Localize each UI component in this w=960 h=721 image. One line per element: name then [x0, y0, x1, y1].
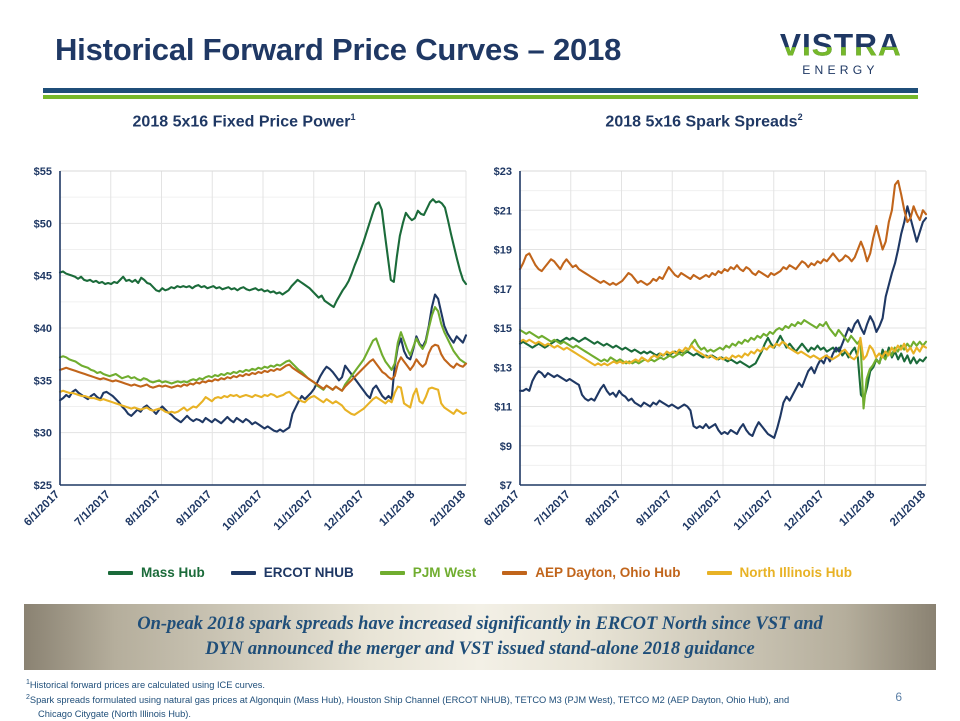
footnote-2-continued: Chicago Citygate (North Illinois Hub). [38, 708, 191, 719]
x-axis-tick-label: 12/1/2017 [782, 489, 827, 534]
divider-gap [43, 93, 918, 95]
chart-series-line [58, 344, 468, 393]
chart-series-line [518, 180, 928, 287]
legend-swatch-icon [107, 570, 133, 575]
x-axis-tick-label: 6/1/2017 [482, 489, 522, 529]
x-axis-tick-label: 8/1/2017 [123, 489, 163, 529]
svg-text:ENERGY: ENERGY [802, 63, 878, 77]
y-axis-tick-label: $23 [494, 166, 512, 178]
divider-green-bar [43, 95, 918, 99]
legend-swatch-icon [706, 570, 732, 575]
footnote-2: 2Spark spreads formulated using natural … [26, 693, 856, 708]
x-axis-tick-label: 10/1/2017 [220, 489, 265, 534]
footnotes: 1Historical forward prices are calculate… [26, 678, 856, 721]
chart-title-text: 2018 5x16 Spark Spreads [605, 113, 798, 131]
x-axis-tick-label: 7/1/2017 [533, 489, 573, 529]
x-axis-tick-label: 9/1/2017 [174, 489, 214, 529]
legend-item[interactable]: Mass Hub [107, 565, 205, 580]
callout-banner: On-peak 2018 spark spreads have increase… [24, 604, 936, 670]
callout-line-1: On-peak 2018 spark spreads have increase… [137, 614, 823, 635]
callout-text: On-peak 2018 spark spreads have increase… [111, 612, 849, 662]
legend-item[interactable]: North Illinois Hub [706, 565, 853, 580]
footnote-1-marker: 1 [26, 679, 30, 686]
chart-fixed-price-power: 2018 5x16 Fixed Price Power1 $25 $30 $35 $4… [14, 112, 474, 557]
y-axis-tick-label: $15 [494, 323, 512, 335]
legend-item[interactable]: AEP Dayton, Ohio Hub [502, 565, 681, 580]
y-axis-tick-label: $50 [34, 219, 52, 231]
y-axis-tick-label: $21 [494, 206, 512, 218]
footnote-1: 1Historical forward prices are calculate… [26, 678, 856, 693]
x-axis-tick-label: 1/1/2018 [837, 489, 878, 530]
y-axis-tick-label: $11 [494, 402, 512, 414]
chart-series-line [58, 306, 468, 393]
y-axis-tick-label: $45 [34, 271, 52, 283]
legend-label: AEP Dayton, Ohio Hub [535, 565, 681, 580]
y-axis-tick-label: $25 [34, 480, 52, 492]
legend-item[interactable]: ERCOT NHUB [230, 565, 354, 580]
svg-text:VISTRA: VISTRA [780, 27, 902, 63]
y-axis-tick-label: $19 [494, 245, 512, 257]
legend-label: PJM West [412, 565, 477, 580]
legend-label: ERCOT NHUB [263, 565, 354, 580]
page-number: 6 [895, 690, 902, 704]
chart-title-fixed-price-power: 2018 5x16 Fixed Price Power1 [14, 112, 474, 131]
y-axis-tick-label: $55 [34, 166, 52, 178]
page-title: Historical Forward Price Curves – 2018 [55, 32, 622, 67]
vistra-logo: VISTRA VISTRA ENERGY [778, 18, 918, 80]
legend-label: North Illinois Hub [739, 565, 853, 580]
chart-series-line [518, 337, 928, 367]
chart-title-spark-spreads: 2018 5x16 Spark Spreads2 [474, 112, 934, 131]
x-axis-tick-label: 1/1/2018 [377, 489, 418, 530]
footnote-1-text: Historical forward prices are calculated… [29, 680, 266, 691]
x-axis-tick-label: 10/1/2017 [680, 489, 725, 534]
x-axis-tick-label: 11/1/2017 [272, 489, 316, 533]
svg-text:VISTRA: VISTRA [780, 27, 902, 63]
y-axis-tick-label: $40 [34, 323, 52, 335]
x-axis-tick-label: 7/1/2017 [73, 489, 113, 529]
chart-title-superscript: 1 [350, 112, 356, 122]
header-divider [43, 88, 918, 99]
callout-line-2: DYN announced the merger and VST issued … [205, 639, 755, 659]
chart-series-line [58, 198, 468, 309]
x-axis-tick-label: 8/1/2017 [583, 489, 623, 529]
x-axis-tick-label: 2/1/2018 [888, 489, 929, 530]
chart-legend: Mass Hub ERCOT NHUB PJM West AEP Dayton, Oh… [0, 565, 960, 580]
y-axis-tick-label: $17 [494, 284, 512, 296]
legend-label: Mass Hub [140, 565, 205, 580]
footnote-2-text: Spark spreads formulated using natural g… [29, 694, 790, 705]
x-axis-tick-label: 9/1/2017 [634, 489, 674, 529]
legend-swatch-icon [502, 570, 528, 575]
chart-series-line [518, 205, 928, 440]
chart-series-line [518, 319, 928, 410]
divider-navy-bar [43, 88, 918, 93]
legend-swatch-icon [379, 570, 405, 575]
chart-canvas-fixed-price-power: $25 $30 $35 $40 $45 $50 $55 6/1/2017 7/1/2017 8/1… [22, 166, 469, 534]
footnote-2-marker: 2 [26, 693, 30, 701]
x-axis-tick-label: 12/1/2017 [322, 489, 367, 534]
y-axis-tick-label: $13 [494, 363, 512, 375]
y-axis-tick-label: $30 [34, 428, 52, 440]
x-axis-tick-label: 11/1/2017 [732, 489, 776, 533]
y-axis-tick-label: $9 [500, 441, 512, 453]
chart-title-text: 2018 5x16 Fixed Price Power [132, 113, 351, 131]
legend-swatch-icon [230, 570, 256, 575]
x-axis-tick-label: 2/1/2018 [428, 489, 469, 530]
chart-series-line [58, 385, 468, 417]
y-axis-tick-label: $7 [500, 480, 512, 492]
chart-spark-spreads: 2018 5x16 Spark Spreads2 $7 $9 $11 $13 $15 $1… [474, 112, 934, 557]
x-axis-tick-label: 6/1/2017 [22, 489, 62, 529]
legend-item[interactable]: PJM West [379, 565, 477, 580]
chart-title-superscript: 2 [797, 112, 803, 122]
y-axis-tick-label: $35 [34, 376, 52, 388]
chart-canvas-spark-spreads: $7 $9 $11 $13 $15 $17 $19 $21 $23 6/1/2017 7/1/201… [482, 166, 929, 534]
